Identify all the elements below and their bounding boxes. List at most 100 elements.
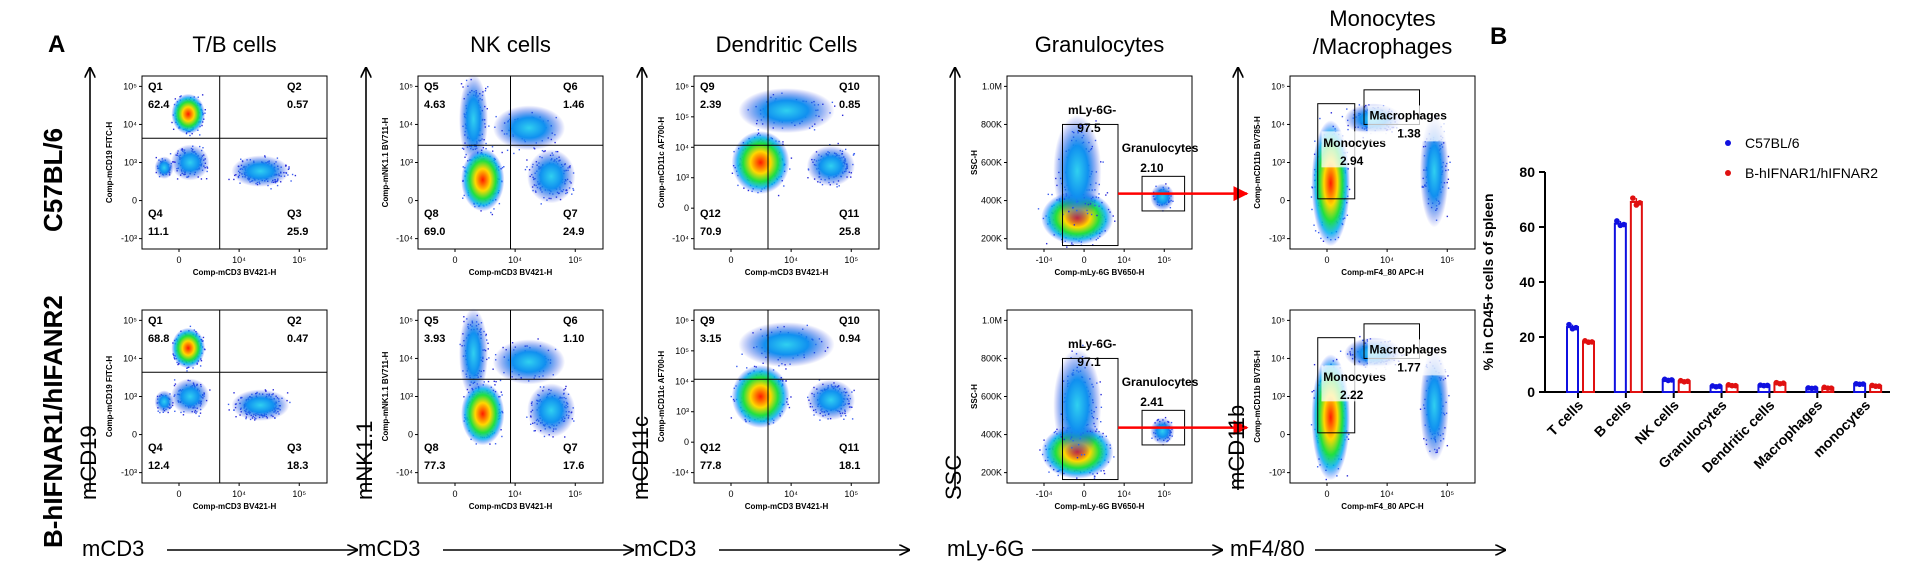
event-dot: [276, 157, 279, 159]
column-title: NK cells: [470, 32, 551, 57]
density-cloud: [170, 144, 210, 181]
y-tick-label: 10³: [400, 392, 413, 402]
event-dot: [186, 370, 188, 372]
event-dot: [489, 443, 491, 445]
event-dot: [205, 178, 208, 180]
event-dot: [169, 153, 172, 155]
event-dot: [174, 383, 177, 385]
event-dot: [1165, 183, 1167, 185]
y-tick-label: 10⁵: [123, 81, 137, 91]
quadrant-name: Q5: [424, 315, 439, 327]
event-dot: [1045, 242, 1048, 245]
quadrant-value: 0.94: [839, 333, 861, 345]
event-dot: [291, 173, 294, 176]
y-tick-label: 10⁶: [675, 81, 689, 91]
event-dot: [1092, 244, 1094, 246]
row-label-wildtype: C57BL/6: [38, 128, 68, 232]
event-dot: [730, 417, 733, 419]
density-cloud: [527, 149, 576, 204]
event-dot: [503, 165, 505, 168]
event-dot: [172, 128, 175, 131]
event-dot: [199, 365, 202, 367]
event-dot: [197, 96, 199, 98]
event-dot: [202, 336, 205, 339]
density-cloud: [492, 105, 566, 151]
quadrant-name: Q12: [700, 208, 721, 220]
event-dot: [829, 143, 831, 146]
event-dot: [534, 429, 536, 432]
event-dot: [819, 419, 821, 421]
density-cloud: [738, 322, 835, 368]
event-dot: [1095, 120, 1097, 122]
y-tick-label: 10⁴: [675, 376, 689, 386]
event-dot: [524, 168, 527, 171]
event-dot: [1105, 194, 1107, 196]
quadrant-name: Q10: [839, 81, 860, 93]
event-dot: [199, 145, 201, 148]
event-dot: [495, 115, 497, 118]
event-dot: [173, 395, 175, 397]
x-tick-label: 10⁵: [844, 489, 858, 499]
event-dot: [1098, 205, 1100, 207]
big-y-label: mNK1.1: [352, 421, 377, 500]
quadrant-name: Q1: [148, 315, 163, 327]
quadrant-name: Q12: [700, 442, 721, 454]
density-cloud: [731, 365, 790, 428]
event-dot: [464, 156, 466, 158]
event-dot: [200, 359, 203, 362]
density-cloud: [738, 88, 835, 134]
event-dot: [851, 418, 854, 420]
quadrant-name: Q8: [424, 208, 439, 220]
event-dot: [288, 167, 290, 170]
quadrant-value: 3.93: [424, 333, 445, 345]
quadrant-value: 4.63: [424, 99, 445, 111]
density-cloud: [461, 148, 505, 212]
y-tick-label: 10⁴: [123, 353, 137, 363]
x-axis-title: Comp-mCD3 BV421-H: [193, 502, 277, 511]
y-tick-label: 0: [408, 430, 413, 440]
event-dot: [294, 174, 297, 177]
event-dot: [171, 121, 173, 124]
x-tick-label: 10⁴: [784, 255, 798, 265]
y-tick-label: 0: [408, 196, 413, 206]
quadrant-value: 77.3: [424, 460, 445, 472]
event-dot: [228, 409, 230, 411]
event-dot: [501, 151, 503, 154]
y-tick-label: 10³: [124, 158, 137, 168]
column-title: Dendritic Cells: [716, 32, 858, 57]
event-dot: [1106, 192, 1109, 194]
density-cloud: [171, 93, 206, 135]
event-dot: [233, 178, 235, 181]
quadrant-value: 24.9: [563, 226, 584, 238]
event-dot: [492, 368, 494, 370]
quadrant-value: 0.85: [839, 99, 860, 111]
event-dot: [843, 418, 845, 420]
event-dot: [485, 147, 487, 150]
big-y-label: SSC: [941, 455, 966, 500]
x-tick-label: 10⁴: [508, 489, 522, 499]
quadrant-value: 62.4: [148, 99, 170, 111]
event-dot: [783, 185, 785, 187]
y-tick-label: 0: [684, 203, 689, 213]
quadrant-value: 3.15: [700, 333, 721, 345]
quadrant-name: Q3: [287, 442, 302, 454]
event-dot: [852, 154, 855, 156]
x-tick-label: 0: [728, 489, 733, 499]
quadrant-name: Q10: [839, 315, 860, 327]
quadrant-name: Q3: [287, 208, 302, 220]
event-dot: [1096, 214, 1098, 217]
y-axis-title: Comp-mCD19 FITC-H: [105, 122, 114, 204]
x-axis-title: Comp-mCD3 BV421-H: [745, 502, 829, 511]
event-dot: [227, 403, 230, 406]
y-tick-label: 10⁶: [675, 315, 689, 325]
event-dot: [844, 148, 847, 151]
event-dot: [180, 411, 182, 414]
x-tick-label: 10⁵: [568, 255, 582, 265]
x-tick-label: 10⁴: [508, 255, 522, 265]
y-axis-title: Comp-mNK1.1 BV711-H: [381, 351, 390, 441]
